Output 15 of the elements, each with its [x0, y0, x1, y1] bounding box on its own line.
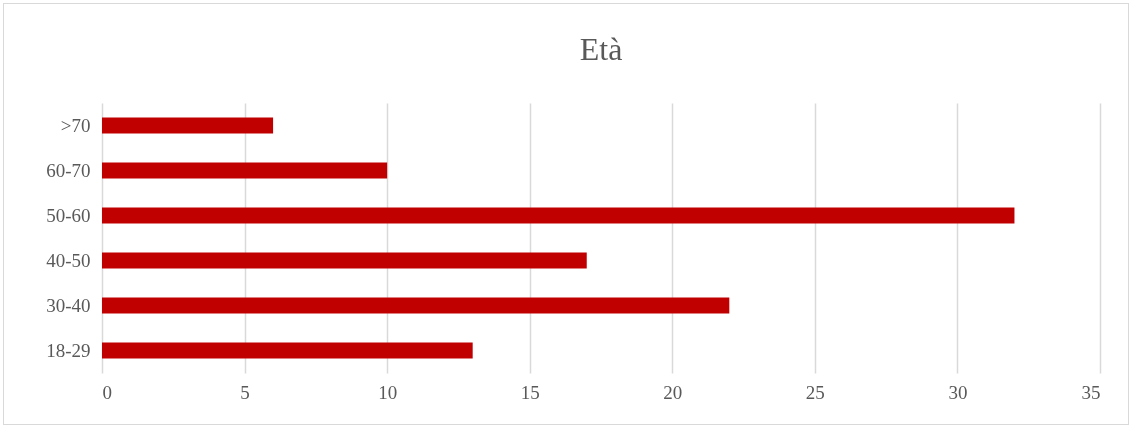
y-tick-label: >70 [60, 114, 91, 136]
y-tick-label: 60-70 [46, 159, 91, 181]
x-tick-label: 5 [240, 381, 250, 403]
y-tick-label: 50-60 [46, 204, 91, 226]
x-tick-label: 20 [663, 381, 683, 403]
y-tick-label: 40-50 [46, 249, 91, 271]
x-tick-label: 35 [1081, 381, 1101, 403]
x-tick-label: 15 [520, 381, 540, 403]
x-tick-label: 0 [102, 381, 112, 403]
y-tick-label: 30-40 [46, 294, 91, 316]
x-tick-label: 25 [805, 381, 825, 403]
x-tick-label: 10 [378, 381, 398, 403]
x-tick-label: 30 [948, 381, 968, 403]
y-tick-label: 18-29 [46, 339, 91, 361]
chart-title: Età [579, 31, 623, 67]
